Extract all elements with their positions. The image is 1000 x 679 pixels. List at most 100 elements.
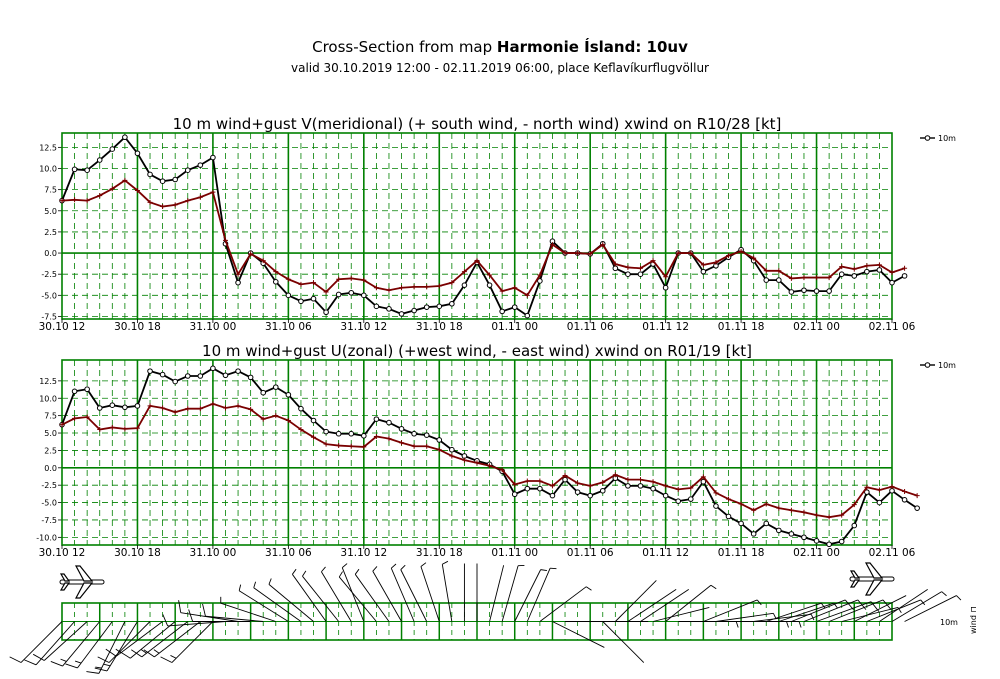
- subtitle: valid 30.10.2019 12:00 - 02.11.2019 06:0…: [290, 61, 709, 75]
- data-point: [436, 437, 443, 443]
- barb-shaft: [253, 587, 302, 622]
- data-point: [713, 490, 719, 496]
- barb-feather: [268, 578, 272, 585]
- barb-feather: [844, 599, 854, 610]
- barb-feather: [119, 651, 131, 659]
- x-tick-label: 31.10 12: [340, 321, 387, 333]
- data-point: [335, 430, 342, 437]
- data-point: [750, 531, 757, 537]
- data-point: [109, 146, 116, 152]
- data-point: [185, 198, 191, 204]
- barb-feather: [160, 655, 177, 663]
- data-point: [675, 498, 682, 504]
- barb-shaft: [354, 574, 390, 622]
- data-point: [813, 538, 820, 544]
- barb-shaft: [501, 565, 519, 622]
- data-point: [524, 312, 531, 319]
- data-point: [587, 483, 593, 489]
- data-point: [751, 507, 757, 513]
- data-point: [122, 177, 128, 183]
- data-point: [838, 271, 845, 277]
- data-point: [826, 288, 832, 294]
- data-point: [864, 489, 870, 495]
- barb-shaft: [602, 621, 645, 663]
- barb-shaft: [43, 621, 88, 661]
- data-point: [864, 484, 870, 490]
- data-point: [84, 198, 90, 204]
- barb-feather: [238, 584, 242, 591]
- data-point: [700, 478, 707, 485]
- data-point: [650, 479, 656, 485]
- data-point: [361, 433, 367, 439]
- data-point: [864, 263, 870, 269]
- data-point: [814, 275, 820, 281]
- barb-feather: [442, 560, 449, 565]
- barb-shaft: [390, 568, 415, 622]
- data-point: [247, 374, 254, 381]
- data-point: [763, 520, 770, 527]
- data-point: [788, 275, 794, 281]
- data-point: [700, 262, 706, 268]
- data-point: [159, 178, 166, 184]
- data-point: [235, 271, 241, 277]
- y-tick-label: -7.5: [41, 312, 57, 321]
- barb-feather: [338, 571, 343, 578]
- legend-marker: [924, 362, 931, 368]
- data-point: [323, 309, 329, 316]
- data-point: [562, 472, 568, 478]
- barb-shaft: [35, 621, 75, 666]
- data-point: [273, 269, 279, 275]
- data-point: [285, 391, 292, 398]
- data-point: [159, 371, 166, 378]
- data-point: [763, 268, 769, 274]
- data-point: [801, 275, 807, 281]
- barb-feather: [735, 621, 739, 628]
- barb-shaft: [205, 615, 264, 622]
- data-point: [373, 285, 379, 291]
- plot-frame: [61, 359, 893, 546]
- data-point: [59, 198, 65, 204]
- x-tick-label: 31.10 06: [265, 547, 312, 559]
- data-point: [197, 194, 203, 200]
- barb-shaft: [715, 612, 774, 622]
- data-point: [675, 486, 681, 492]
- data-point: [587, 492, 593, 499]
- x-tick-label: 02.11 00: [793, 547, 840, 559]
- data-point: [700, 268, 707, 275]
- barb-feather: [24, 659, 37, 666]
- data-point: [373, 303, 380, 310]
- data-point: [361, 444, 367, 450]
- series-line: [61, 135, 906, 318]
- barb-feather: [341, 563, 348, 568]
- barb-shaft: [400, 569, 428, 622]
- data-point: [713, 503, 719, 509]
- barb-shaft: [372, 570, 402, 622]
- barb-feather: [302, 570, 307, 577]
- data-point: [512, 285, 518, 291]
- data-point: [537, 278, 543, 284]
- data-point: [688, 250, 694, 256]
- barb-shaft: [338, 576, 377, 622]
- barb-feather: [202, 603, 206, 617]
- x-tick-label: 01.11 12: [642, 321, 689, 333]
- panel-title: 10 m wind+gust U(zonal) (+west wind, - e…: [202, 342, 752, 360]
- x-tick-label: 31.10 18: [416, 547, 463, 559]
- data-point: [285, 418, 291, 424]
- data-point: [172, 176, 178, 183]
- series-line: [61, 179, 905, 297]
- data-point: [424, 284, 430, 290]
- barb-feather: [710, 584, 717, 590]
- data-point: [575, 480, 581, 486]
- data-point: [851, 266, 857, 272]
- data-point: [449, 280, 455, 286]
- data-point: [902, 488, 908, 494]
- data-point: [474, 460, 480, 466]
- data-point: [172, 378, 178, 385]
- data-point: [210, 365, 216, 372]
- data-point: [600, 479, 606, 485]
- data-point: [889, 270, 895, 275]
- data-point: [436, 447, 442, 453]
- data-point: [210, 401, 216, 407]
- data-point: [461, 269, 467, 275]
- barb-feather: [86, 666, 102, 674]
